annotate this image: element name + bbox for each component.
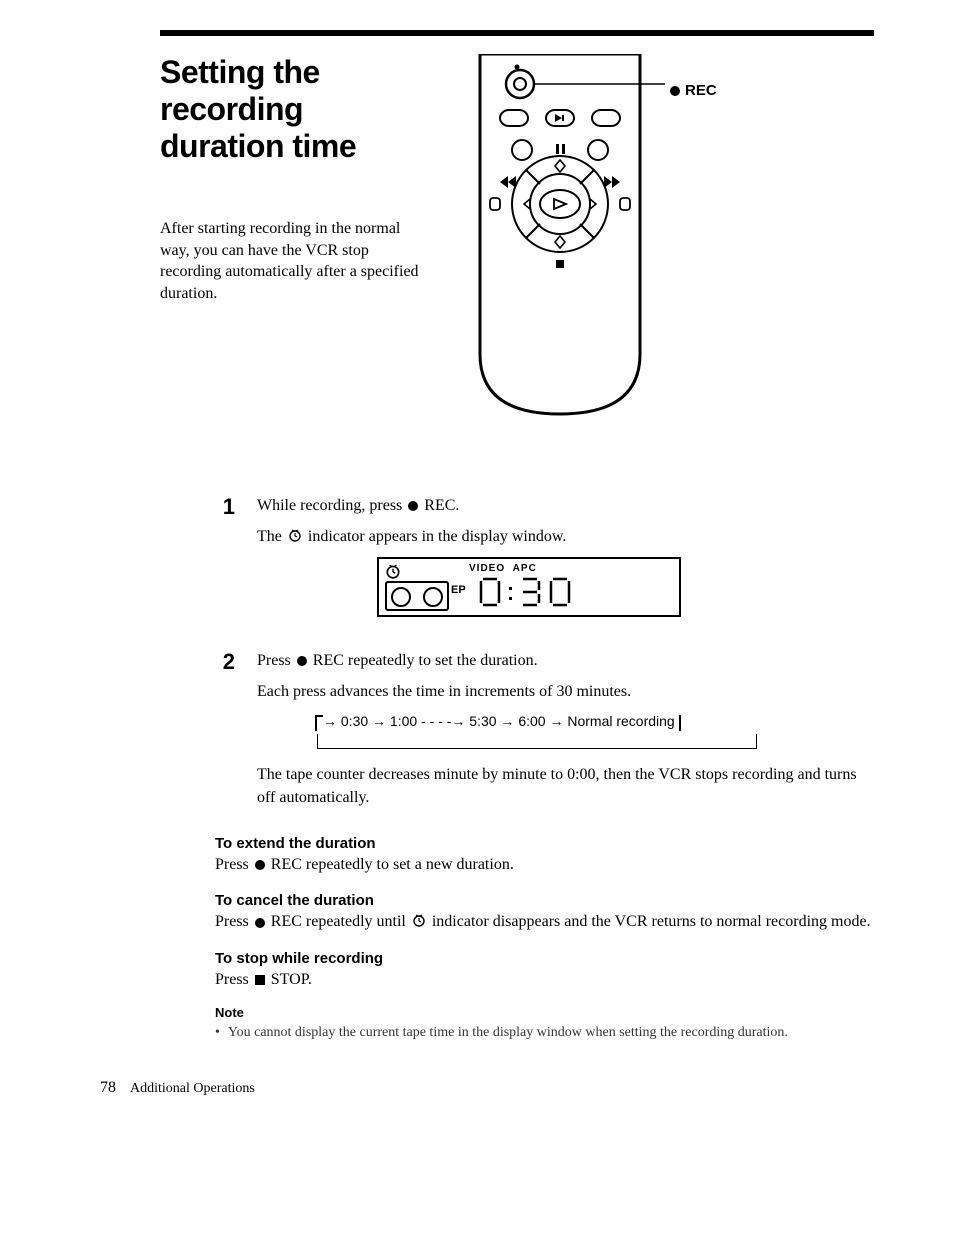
step-after: The tape counter decreases minute by min… xyxy=(257,763,874,809)
rec-label-text: REC xyxy=(685,82,717,99)
record-icon xyxy=(670,86,680,96)
manual-page: Setting the recording duration time xyxy=(0,0,954,1137)
footer-section: Additional Operations xyxy=(130,1081,255,1097)
intro-paragraph: After starting recording in the normal w… xyxy=(160,218,420,304)
vcr-display-window: VIDEO APC EP xyxy=(377,557,681,617)
cycle-frame xyxy=(317,734,757,749)
display-ep-label: EP xyxy=(451,583,466,599)
step-2: 2 Press REC repeatedly to set the durati… xyxy=(215,649,874,817)
remote-svg xyxy=(450,54,750,424)
note-bullet: • You cannot display the current tape ti… xyxy=(215,1024,874,1043)
step-line: The indicator appears in the display win… xyxy=(257,525,874,549)
page-number: 78 xyxy=(100,1079,116,1097)
steps-list: 1 While recording, press REC. The indica… xyxy=(215,494,874,817)
note-text: You cannot display the current tape time… xyxy=(228,1024,788,1043)
bullet-icon: • xyxy=(215,1024,220,1043)
para: Press REC repeatedly until indicator dis… xyxy=(215,913,874,932)
record-icon xyxy=(408,501,418,511)
subhead-extend: To extend the duration xyxy=(215,835,874,852)
clock-icon xyxy=(288,526,302,549)
page-footer: 78 Additional Operations xyxy=(100,1079,874,1097)
step-line: Press REC repeatedly to set the duration… xyxy=(257,649,874,672)
step-number: 2 xyxy=(215,649,235,817)
subhead-cancel: To cancel the duration xyxy=(215,892,874,909)
para: Press REC repeatedly to set a new durati… xyxy=(215,856,874,874)
stop-icon xyxy=(255,975,265,985)
cassette-icon xyxy=(385,581,449,611)
step-body: While recording, press REC. The indicato… xyxy=(257,494,874,631)
step-line: While recording, press REC. xyxy=(257,494,874,517)
remote-diagram: REC xyxy=(450,54,874,424)
para: Press STOP. xyxy=(215,971,874,989)
record-icon xyxy=(297,656,307,666)
step-number: 1 xyxy=(215,494,235,631)
sections: To extend the duration Press REC repeate… xyxy=(215,835,874,1043)
note-heading: Note xyxy=(215,1005,874,1020)
time-cycle-text: → 0:30 → 1:00 - - - -→ 5:30 → 6:00 → Nor… xyxy=(317,711,757,731)
step-line: Each press advances the time in incremen… xyxy=(257,680,874,703)
step-body: Press REC repeatedly to set the duration… xyxy=(257,649,874,817)
page-title: Setting the recording duration time xyxy=(160,54,420,164)
display-segment-time xyxy=(479,575,619,627)
step-1: 1 While recording, press REC. The indica… xyxy=(215,494,874,631)
top-rule xyxy=(160,30,874,36)
record-icon xyxy=(255,918,265,928)
time-cycle-diagram: → 0:30 → 1:00 - - - -→ 5:30 → 6:00 → Nor… xyxy=(317,711,757,748)
rec-callout-label: REC xyxy=(670,82,717,99)
clock-icon xyxy=(412,913,426,932)
record-icon xyxy=(255,860,265,870)
subhead-stop: To stop while recording xyxy=(215,950,874,967)
